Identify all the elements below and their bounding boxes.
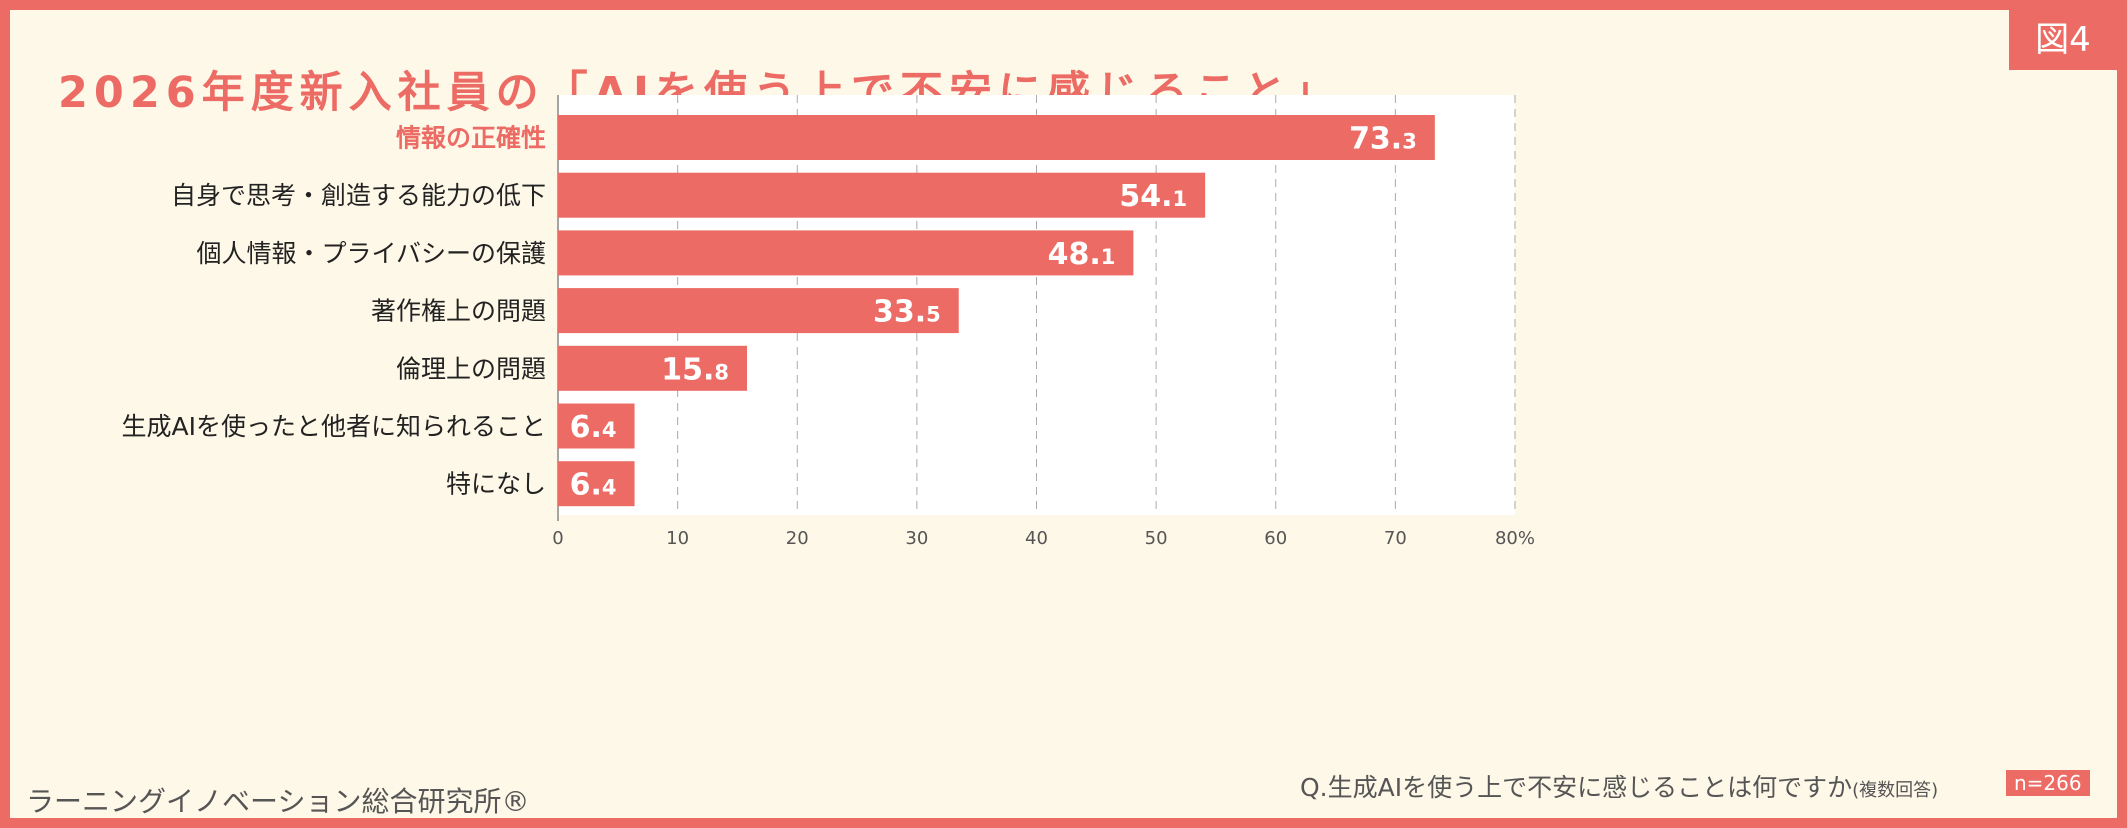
bar — [558, 115, 1435, 160]
category-label: 特になし — [446, 470, 546, 499]
question: Q.生成AIを使う上で不安に感じることは何ですか — [1300, 773, 1853, 802]
data-label: 33.5 — [873, 295, 941, 330]
x-tick-label: 40 — [1025, 528, 1048, 549]
x-tick-label: 60 — [1264, 528, 1287, 549]
bar — [558, 345, 748, 391]
x-tick-label: 30 — [905, 528, 928, 549]
figure-label: 図4 — [2009, 10, 2117, 70]
category-label: 自身で思考・創造する能力の低下 — [171, 181, 546, 210]
question-text: Q.生成AIを使う上で不安に感じることは何ですか(複数回答) — [1300, 768, 1938, 804]
x-tick-label: 20 — [786, 528, 809, 549]
category-label: 生成AIを使ったと他者に知られること — [122, 412, 546, 441]
x-tick-label: 0 — [552, 528, 563, 549]
category-label: 情報の正確性 — [396, 124, 546, 153]
bar — [558, 172, 1206, 218]
bar — [558, 230, 1134, 276]
data-label: 6.4 — [570, 468, 617, 503]
sample-size-badge: n=266 — [2006, 770, 2090, 796]
bar — [558, 403, 635, 449]
bar — [558, 288, 959, 334]
category-label: 個人情報・プライバシーの保護 — [196, 239, 546, 268]
data-label: 48.1 — [1048, 237, 1116, 272]
x-tick-label: 10 — [666, 528, 689, 549]
data-label: 54.1 — [1119, 179, 1187, 214]
bar — [558, 461, 635, 507]
x-tick-label: 50 — [1145, 528, 1168, 549]
x-tick-label: 70 — [1384, 528, 1407, 549]
category-label: 著作権上の問題 — [371, 297, 546, 326]
source-label: ラーニングイノベーション総合研究所® — [26, 785, 530, 818]
data-label: 73.3 — [1349, 122, 1417, 157]
x-tick-label: 80% — [1495, 528, 1535, 549]
category-label: 倫理上の問題 — [396, 354, 546, 383]
data-label: 6.4 — [570, 410, 617, 445]
data-label: 15.8 — [661, 352, 729, 387]
question-note: (複数回答) — [1852, 780, 1939, 801]
